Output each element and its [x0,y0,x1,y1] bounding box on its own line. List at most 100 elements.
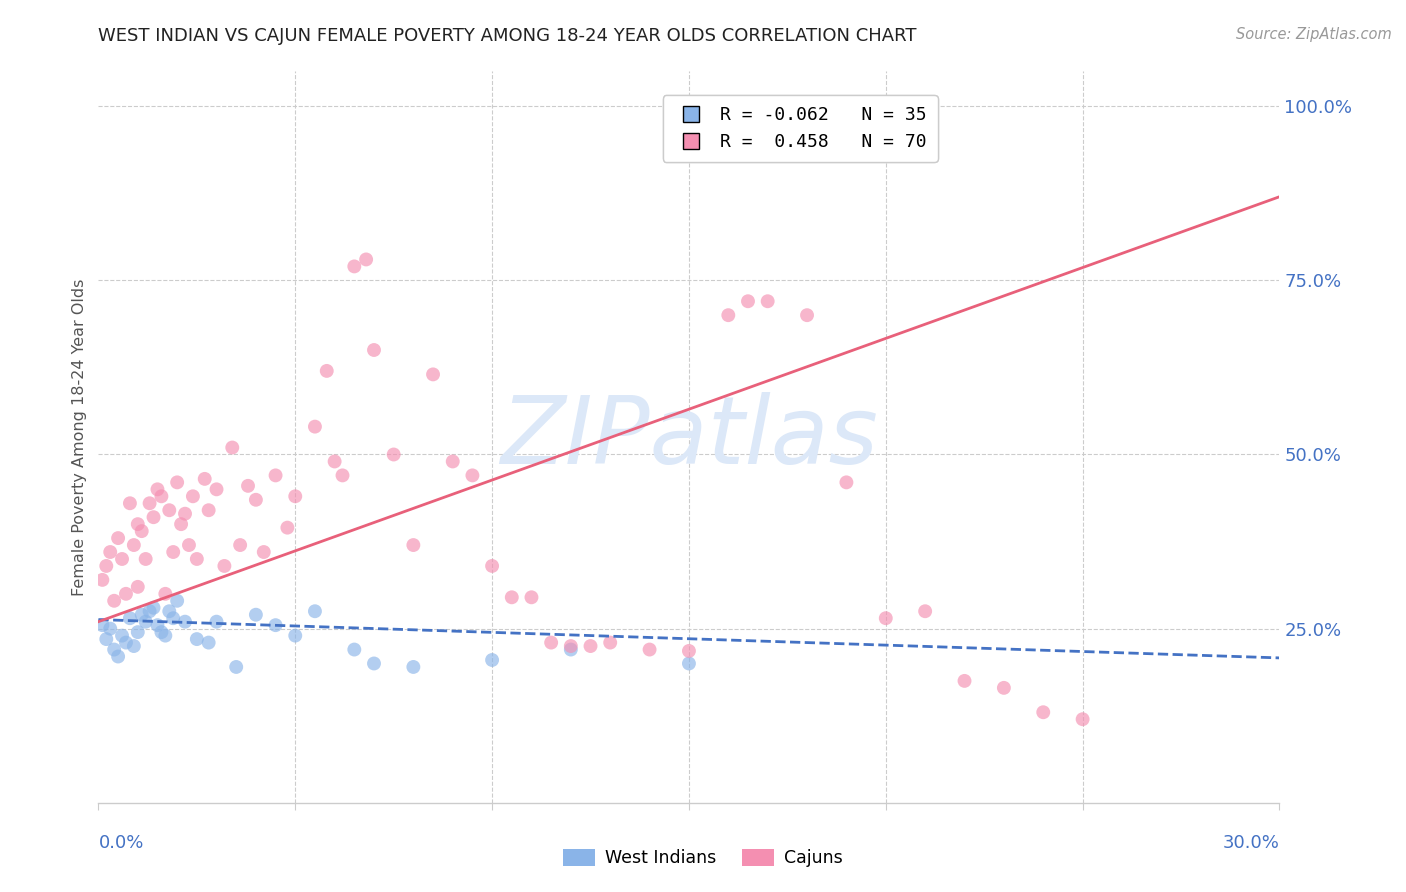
Point [138,604,160,618]
Point [131,607,153,622]
Y-axis label: Female Poverty Among 18-24 Year Olds: Female Poverty Among 18-24 Year Olds [72,278,87,596]
Point [103,642,125,657]
Point [197,503,219,517]
Point [1071,712,1094,726]
Point [501,591,523,605]
Point [115,635,138,649]
Text: 30.0%: 30.0% [1223,834,1279,852]
Point [103,594,125,608]
Point [678,644,700,658]
Point [157,503,180,517]
Point [953,673,976,688]
Point [98,622,121,636]
Point [142,600,165,615]
Point [304,419,326,434]
Point [221,441,243,455]
Point [717,308,740,322]
Point [174,615,197,629]
Point [796,308,818,322]
Point [157,604,180,618]
Point [229,538,252,552]
Point [402,660,425,674]
Point [91,618,114,632]
Point [756,294,779,309]
Point [107,531,129,545]
Point [150,625,173,640]
Point [127,517,149,532]
Point [304,604,326,618]
Point [402,538,425,552]
Point [142,510,165,524]
Point [150,489,173,503]
Legend: West Indians, Cajuns: West Indians, Cajuns [557,842,849,874]
Point [875,611,897,625]
Point [214,558,236,573]
Point [315,364,337,378]
Point [118,611,141,625]
Point [96,632,118,646]
Point [205,615,228,629]
Point [236,479,259,493]
Point [135,552,157,566]
Point [166,594,188,608]
Point [162,545,184,559]
Point [284,489,307,503]
Point [264,618,287,632]
Point [264,468,287,483]
Point [422,368,444,382]
Text: ZIP​atlas: ZIP​atlas [501,392,877,483]
Point [96,558,118,573]
Point [186,632,208,646]
Point [181,489,204,503]
Point [111,629,134,643]
Point [122,639,145,653]
Point [323,454,346,468]
Point [343,260,366,274]
Point [131,524,153,538]
Point [579,639,602,653]
Point [197,635,219,649]
Point [540,635,562,649]
Point [155,629,177,643]
Point [98,545,121,559]
Point [461,468,484,483]
Point [122,538,145,552]
Point [599,635,621,649]
Point [91,573,114,587]
Point [138,496,160,510]
Point [284,629,307,643]
Point [174,507,197,521]
Point [343,642,366,657]
Point [107,649,129,664]
Point [481,558,503,573]
Point [115,587,138,601]
Point [111,552,134,566]
Point [127,625,149,640]
Point [205,483,228,497]
Point [166,475,188,490]
Legend: R = -0.062   N = 35, R =  0.458   N = 70: R = -0.062 N = 35, R = 0.458 N = 70 [662,95,938,161]
Point [441,454,464,468]
Point [245,607,267,622]
Point [520,591,543,605]
Point [835,475,858,490]
Point [678,657,700,671]
Point [127,580,149,594]
Point [170,517,193,532]
Point [135,615,157,629]
Point [118,496,141,510]
Point [560,642,582,657]
Point [245,492,267,507]
Point [253,545,276,559]
Point [638,642,661,657]
Point [560,639,582,653]
Point [276,521,298,535]
Text: 0.0%: 0.0% [98,834,143,852]
Point [363,343,385,357]
Point [1032,705,1054,719]
Point [363,657,385,671]
Point [146,483,169,497]
Point [382,448,405,462]
Point [914,604,936,618]
Point [194,472,217,486]
